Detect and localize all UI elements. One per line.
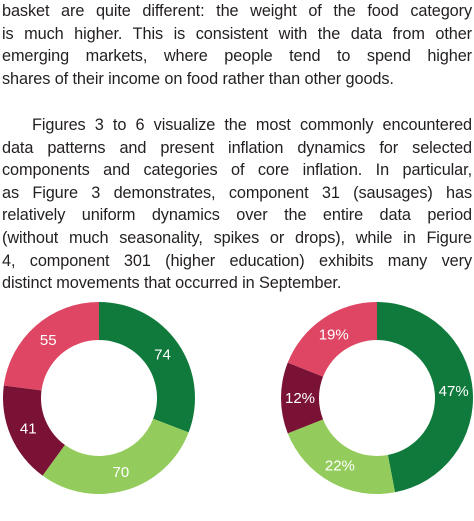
paragraph-2-line: distinct movements that occurred in Sept… <box>2 274 342 293</box>
donut-slice-label: 41 <box>20 420 37 437</box>
donut-slice-label: 74 <box>154 346 171 363</box>
donut-slice <box>377 302 474 493</box>
donut-slice-label: 19% <box>319 326 349 343</box>
donut-slice-label: 12% <box>285 390 315 407</box>
donut-slice <box>287 302 377 377</box>
paragraph-1-line: emerging markets, where people tend to s… <box>2 47 472 66</box>
paragraph-1-line: shares of their income on food rather th… <box>2 69 394 88</box>
donut-chart-counts-svg: 74 70 41 55 <box>2 302 196 494</box>
paragraph-2: Figures 3 to 6 visualize the most common… <box>2 114 472 295</box>
donut-slice-label: 70 <box>113 464 130 481</box>
donut-chart-percent: 47% 22% 12% 19% <box>281 302 474 494</box>
donut-slice-label: 47% <box>439 383 469 400</box>
paragraph-2-line: data patterns and present inflation dyna… <box>2 138 472 157</box>
paragraph-2-line: components and categories of core inflat… <box>2 161 472 180</box>
paragraph-2-line: relatively uniform dynamics over the ent… <box>2 206 472 225</box>
donut-chart-counts: 74 70 41 55 <box>2 302 196 494</box>
donut-slice <box>2 385 65 476</box>
paragraph-2-line: (without much seasonality, spikes or dro… <box>2 228 472 247</box>
donut-slice-label: 55 <box>40 332 57 349</box>
paragraph-1-line: is much higher. This is consistent with … <box>2 24 472 43</box>
donut-slice <box>42 418 189 494</box>
donut-slice <box>281 362 324 434</box>
donut-slice-label: 22% <box>325 457 355 474</box>
paragraph-2-line: as Figure 3 demonstrates, component 31 (… <box>2 183 472 202</box>
paragraph-1: basket are quite different: the weight o… <box>2 0 472 90</box>
donut-slice <box>3 302 99 391</box>
paragraph-1-line: basket are quite different: the weight o… <box>2 2 472 20</box>
donut-chart-percent-svg: 47% 22% 12% 19% <box>281 302 474 494</box>
donut-slice <box>287 419 395 494</box>
paragraph-2-line: 4, component 301 (higher education) exhi… <box>2 251 472 270</box>
paragraph-2-line: Figures 3 to 6 visualize the most common… <box>32 116 472 134</box>
donut-slice <box>99 302 196 433</box>
